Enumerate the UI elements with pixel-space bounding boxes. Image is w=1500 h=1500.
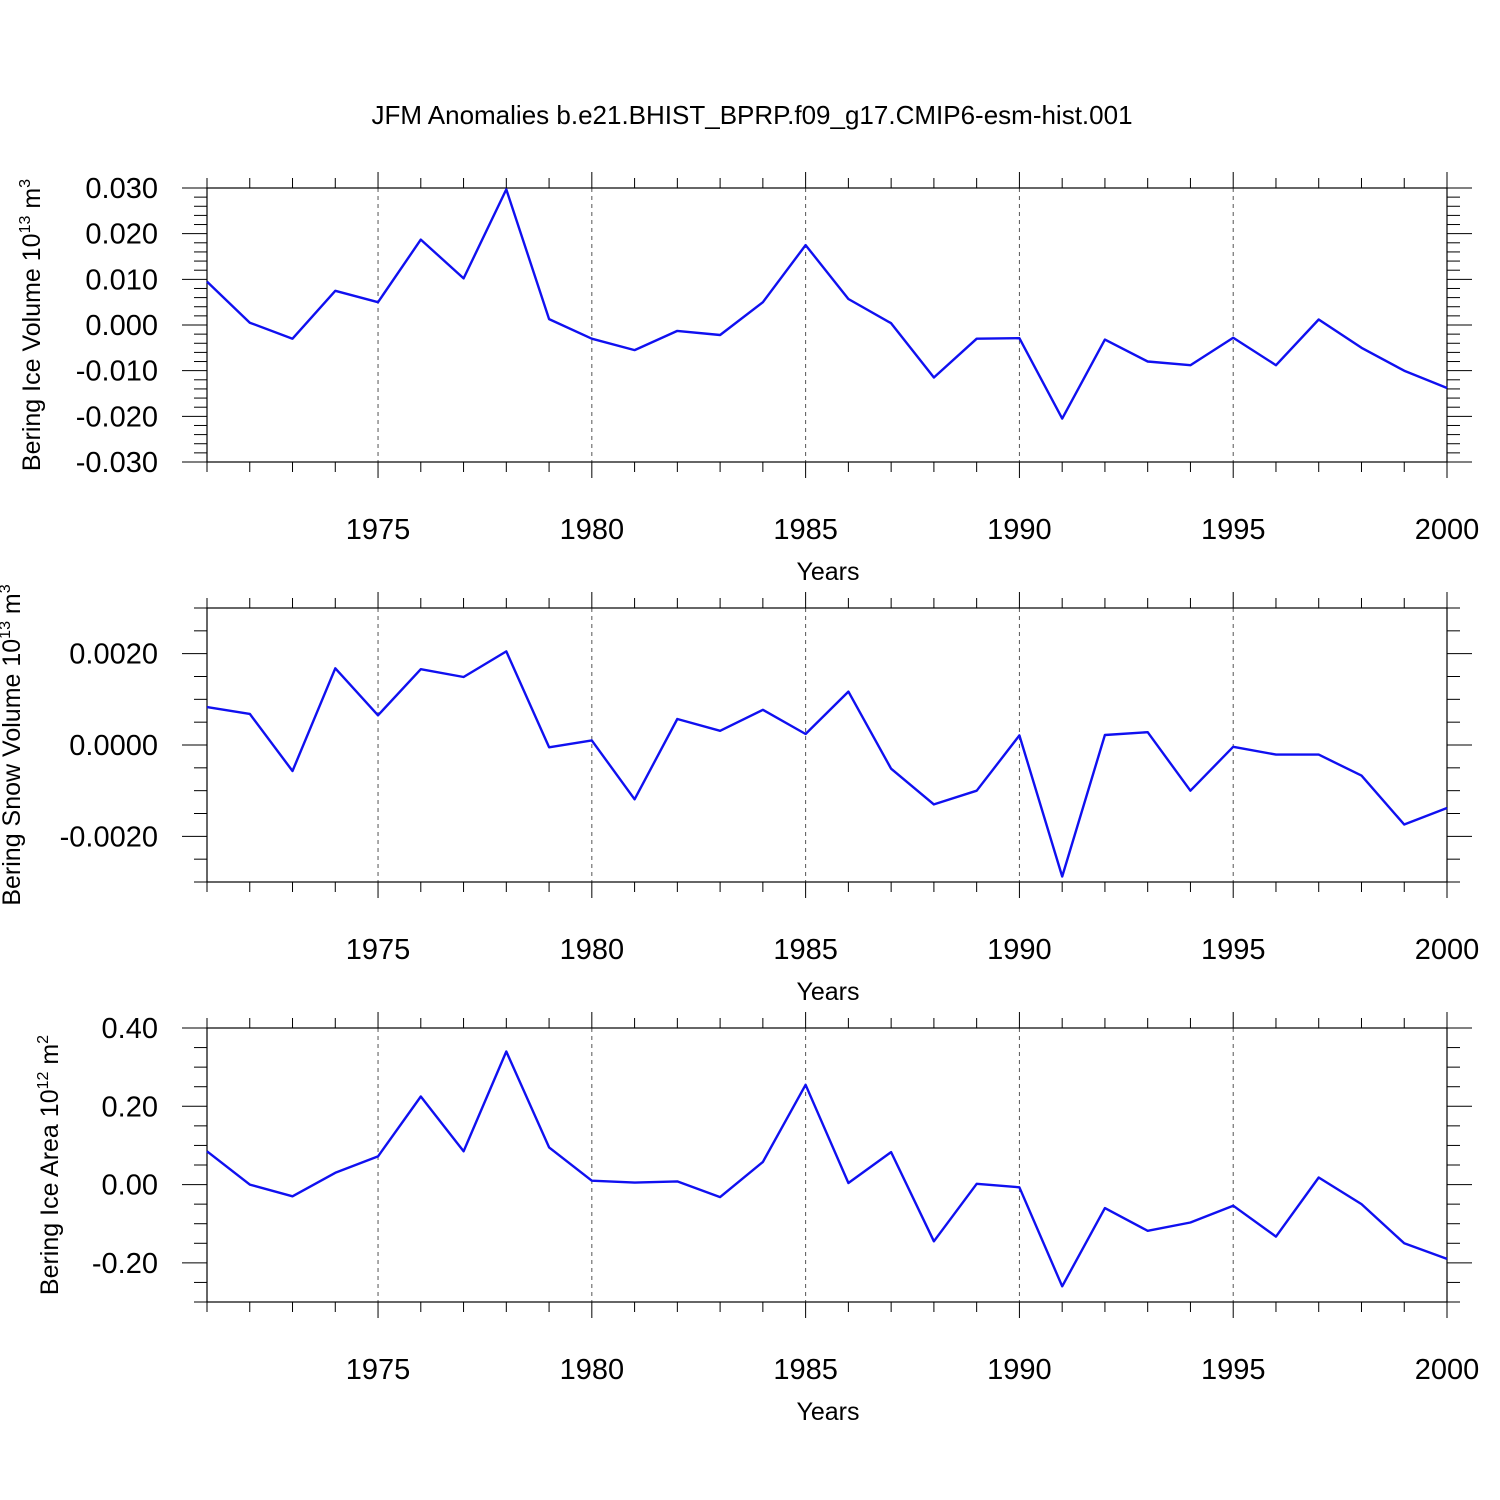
series-line [206,1050,1448,1288]
x-tick-label: 1990 [987,934,1052,966]
y-tick-label: 0.010 [85,264,158,296]
x-tick-label: 1985 [773,1354,838,1386]
y-tick-label: 0.030 [85,173,158,205]
y-tick-label: 0.000 [85,310,158,342]
y-tick-label: 0.0020 [69,639,158,671]
y-axis-label: Bering Snow Volume 1013 m3 [0,584,26,905]
x-tick-label: 1995 [1201,1354,1266,1386]
x-axis-label: Years [796,978,859,1006]
x-tick-label: 1975 [346,1354,411,1386]
y-tick-label: 0.00 [102,1170,158,1202]
panel-ice-volume: 1975 1980 1985 1990 1995 2000 Years -0.030 -0.02… [17,172,1479,586]
x-tick-label: 1995 [1201,514,1266,546]
y-tick-label: -0.020 [76,401,158,433]
x-tick-label: 1990 [987,1354,1052,1386]
y-tick-label: 0.40 [102,1013,158,1045]
x-tick-label: 2000 [1415,934,1480,966]
x-tick-label: 1975 [346,514,411,546]
x-axis-label: Years [796,558,859,586]
series-line [206,650,1448,878]
plot-frame [206,1027,1448,1303]
y-tick-label: 0.020 [85,219,158,251]
plot-frame [206,607,1448,883]
chart-title: JFM Anomalies b.e21.BHIST_BPRP.f09_g17.C… [371,100,1132,130]
x-tick-label: 1980 [560,1354,625,1386]
y-axis-label: Bering Ice Volume 1013 m3 [17,179,46,471]
series-line [206,188,1448,420]
x-tick-label: 2000 [1415,514,1480,546]
x-tick-label: 1980 [560,934,625,966]
x-tick-label: 1980 [560,514,625,546]
y-tick-label: -0.20 [92,1248,158,1280]
y-axis-label: Bering Ice Area 1012 m2 [35,1035,64,1295]
y-tick-label: -0.0020 [60,821,158,853]
y-tick-label: 0.20 [102,1091,158,1123]
x-tick-label: 1990 [987,514,1052,546]
x-axis-label: Years [796,1398,859,1426]
plot-frame [206,187,1448,463]
x-tick-label: 1995 [1201,934,1266,966]
y-tick-label: 0.0000 [69,730,158,762]
x-tick-label: 1975 [346,934,411,966]
x-tick-label: 1985 [773,934,838,966]
y-tick-label: -0.010 [76,356,158,388]
x-tick-label: 1985 [773,514,838,546]
panel-snow-volume: 1975 1980 1985 1990 1995 2000 Years -0.0020 0.00… [0,584,1479,1006]
x-tick-label: 2000 [1415,1354,1480,1386]
panel-ice-area: 1975 1980 1985 1990 1995 2000 Years -0.20 0.00 0.… [35,1012,1479,1426]
y-tick-label: -0.030 [76,447,158,479]
